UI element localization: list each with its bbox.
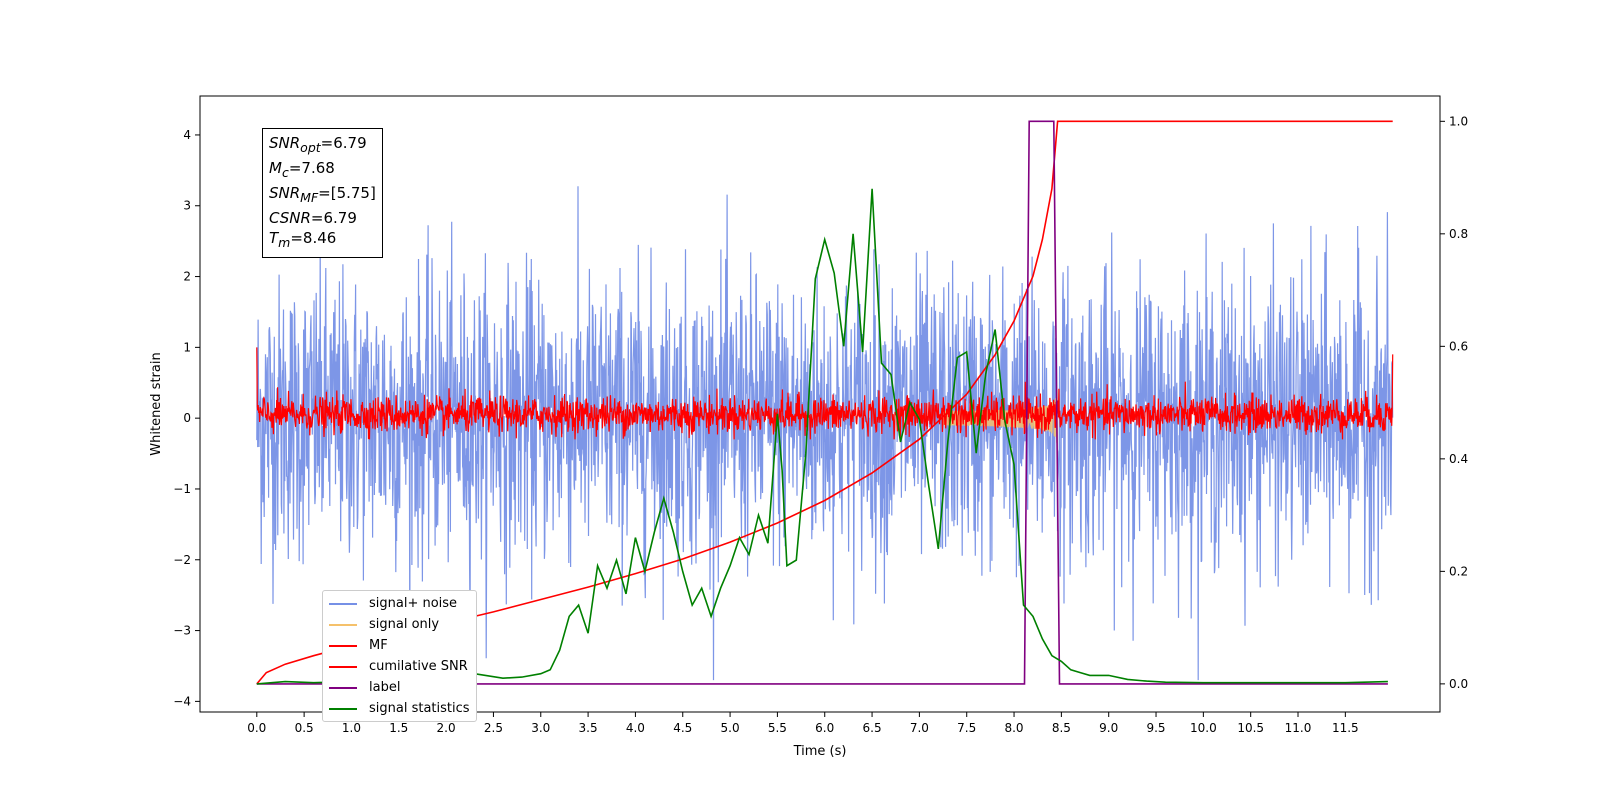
y2-tick-label: 0.4: [1449, 452, 1468, 466]
legend-label: label: [369, 680, 401, 695]
legend-label: signal+ noise: [369, 596, 458, 611]
y2-tick-label: 1.0: [1449, 114, 1468, 128]
x-tick-label: 1.5: [389, 721, 408, 735]
x-tick-label: 0.0: [247, 721, 266, 735]
y-tick-label: 2: [183, 270, 191, 284]
y-tick-label: 0: [183, 411, 191, 425]
annotation-line-snr-opt: SNRopt=6.79: [269, 134, 367, 155]
x-tick-label: 7.0: [910, 721, 929, 735]
y-tick-label: −3: [173, 624, 191, 638]
legend-item-signal-only: signal only: [329, 614, 470, 635]
legend-item-mf: MF: [329, 635, 470, 656]
legend-swatch: [329, 644, 357, 647]
x-tick-label: 11.0: [1285, 721, 1312, 735]
annotation-line-csnr: CSNR=6.79: [269, 209, 357, 227]
y-tick-label: −4: [173, 694, 191, 708]
y-axis-label: Whitened strain: [149, 352, 164, 455]
y-tick-label: −1: [173, 482, 191, 496]
axes-frame: [199, 95, 1441, 713]
x-tick-label: 6.0: [815, 721, 834, 735]
y-tick-label: 1: [183, 340, 191, 354]
x-tick-label: 4.5: [673, 721, 692, 735]
x-tick-label: 3.5: [579, 721, 598, 735]
x-tick-label: 3.0: [531, 721, 550, 735]
legend-item-cumilative-snr: cumilative SNR: [329, 656, 470, 677]
legend-swatch: [329, 623, 357, 626]
x-tick-label: 1.0: [342, 721, 361, 735]
x-tick-label: 10.5: [1237, 721, 1264, 735]
legend-label: signal only: [369, 617, 440, 632]
legend-swatch: [329, 602, 357, 605]
legend-swatch: [329, 665, 357, 668]
legend-swatch: [329, 707, 357, 710]
x-tick-label: 2.0: [437, 721, 456, 735]
x-tick-label: 11.5: [1332, 721, 1359, 735]
stats-annotation-box: SNRopt=6.79 Mc=7.68 SNRMF=[5.75] CSNR=6.…: [262, 128, 383, 258]
annotation-line-tm: Tm=8.46: [269, 229, 337, 250]
y2-tick-label: 0.0: [1449, 677, 1468, 691]
x-axis-label: Time (s): [793, 744, 847, 759]
x-tick-label: 9.0: [1099, 721, 1118, 735]
legend-swatch: [329, 686, 357, 689]
y-tick-label: 4: [183, 128, 191, 142]
legend-item-signal-statistics: signal statistics: [329, 698, 470, 719]
annotation-line-snr-mf: SNRMF=[5.75]: [269, 184, 376, 205]
legend-label: cumilative SNR: [369, 659, 468, 674]
x-tick-label: 9.5: [1146, 721, 1165, 735]
legend-item-signal-noise: signal+ noise: [329, 593, 470, 614]
y2-tick-label: 0.2: [1449, 564, 1468, 578]
legend-label: signal statistics: [369, 701, 470, 716]
series-signal-statistics: [256, 188, 1388, 685]
legend-item-label: label: [329, 677, 470, 698]
x-tick-label: 7.5: [957, 721, 976, 735]
axis-ticks: 0.0 0.5 1.0 1.5 2.0 2.5 3.0 3.5 4.0 4.5 5.0 5.5 6.0 6…: [173, 114, 1468, 735]
x-tick-label: 4.0: [626, 721, 645, 735]
x-tick-label: 5.5: [768, 721, 787, 735]
series-label: [256, 120, 1388, 685]
x-tick-label: 6.5: [863, 721, 882, 735]
y2-tick-label: 0.6: [1449, 339, 1468, 353]
x-tick-label: 5.0: [721, 721, 740, 735]
legend: signal+ noise signal only MF cumilative …: [322, 590, 477, 722]
y-tick-label: −2: [173, 553, 191, 567]
y-tick-label: 3: [183, 199, 191, 213]
legend-label: MF: [369, 638, 388, 653]
x-tick-label: 2.5: [484, 721, 503, 735]
annotation-line-mc: Mc=7.68: [269, 159, 335, 180]
x-tick-label: 0.5: [295, 721, 314, 735]
series-mf: [256, 347, 1394, 440]
y2-tick-label: 0.8: [1449, 227, 1468, 241]
x-tick-label: 10.0: [1190, 721, 1217, 735]
series-signal-noise: [256, 186, 1394, 681]
x-tick-label: 8.5: [1052, 721, 1071, 735]
x-tick-label: 8.0: [1004, 721, 1023, 735]
